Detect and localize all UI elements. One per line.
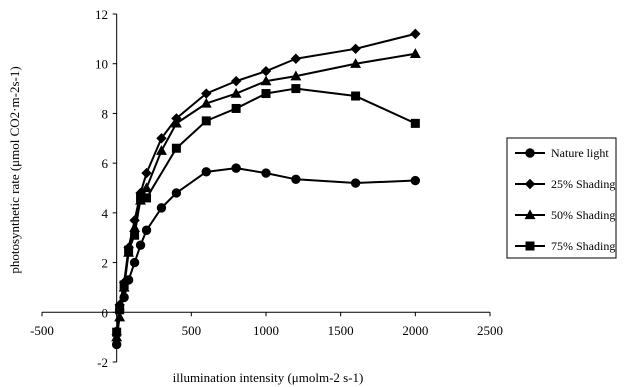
- series-75-shading: [112, 84, 420, 337]
- legend-marker: [525, 148, 535, 158]
- y-tick-label: 8: [102, 106, 109, 121]
- x-tick-label: 500: [182, 323, 202, 338]
- legend-marker: [524, 178, 536, 190]
- data-point: [111, 331, 123, 342]
- data-point: [141, 167, 152, 179]
- data-point: [201, 167, 211, 177]
- x-tick-label: 2000: [402, 323, 428, 338]
- x-tick-label: 1000: [253, 323, 279, 338]
- data-point: [200, 97, 212, 108]
- x-tick-label: 1500: [328, 323, 354, 338]
- legend-label: 25% Shading: [551, 177, 615, 191]
- data-point: [291, 174, 301, 185]
- data-point: [290, 70, 302, 81]
- data-point: [260, 75, 272, 86]
- data-point: [351, 91, 361, 101]
- data-point: [261, 89, 271, 99]
- x-axis-title: illumination intensity (μmolm-2 s-1): [173, 370, 364, 385]
- x-tick-label: -500: [30, 323, 54, 338]
- data-point: [156, 203, 167, 213]
- legend: Nature light 25% Shading 50% Shading 75% Sh…: [506, 137, 617, 259]
- data-point: [230, 87, 242, 98]
- y-tick-label: 10: [95, 57, 108, 72]
- data-point: [171, 188, 182, 198]
- data-point: [260, 65, 272, 77]
- data-point: [115, 305, 125, 315]
- y-axis-title: photosynthetic rate (μmol CO2·m-2s-1): [7, 66, 22, 273]
- y-tick-label: -2: [97, 355, 108, 370]
- data-point: [201, 116, 211, 126]
- legend-item: 75% Shading: [515, 239, 615, 253]
- data-point: [290, 53, 302, 64]
- y-tick-label: 6: [102, 156, 109, 171]
- data-point: [231, 103, 241, 113]
- legend-label: 75% Shading: [551, 239, 615, 253]
- data-point: [130, 230, 140, 240]
- series-layer: [111, 28, 421, 350]
- legend-item: 25% Shading: [515, 177, 615, 191]
- legend-item: 50% Shading: [515, 208, 615, 222]
- data-point: [156, 133, 167, 144]
- data-point: [409, 48, 421, 58]
- legend-label: Nature light: [551, 146, 609, 160]
- data-point: [156, 145, 167, 155]
- data-point: [170, 117, 182, 128]
- x-tick-label: 2500: [477, 323, 503, 338]
- data-point: [350, 58, 362, 68]
- y-tick-label: 4: [102, 206, 109, 221]
- data-point: [410, 175, 421, 186]
- data-point: [124, 245, 134, 255]
- data-point: [410, 118, 420, 128]
- data-point: [171, 143, 181, 153]
- data-point: [350, 178, 361, 188]
- series-nature-light: [111, 163, 421, 350]
- legend-marker: [524, 209, 536, 220]
- series-line: [115, 87, 416, 333]
- data-point: [112, 327, 122, 337]
- legend-box: [506, 137, 617, 259]
- series-line: [115, 167, 416, 345]
- data-point: [111, 339, 122, 350]
- legend-item: Nature light: [515, 146, 609, 160]
- data-point: [141, 225, 152, 235]
- y-tick-label: 0: [102, 305, 109, 320]
- data-point: [291, 84, 301, 94]
- data-point: [410, 28, 421, 40]
- data-point: [135, 240, 146, 250]
- data-point: [142, 193, 152, 203]
- data-point: [350, 43, 361, 55]
- legend-marker: [525, 241, 535, 251]
- data-point: [231, 163, 241, 173]
- y-tick-label: 2: [102, 256, 109, 271]
- data-point: [230, 75, 242, 87]
- data-point: [141, 182, 152, 193]
- data-point: [119, 280, 129, 290]
- y-tick-label: 12: [95, 7, 108, 22]
- legend-label: 50% Shading: [551, 208, 615, 222]
- data-point: [261, 168, 271, 178]
- data-point: [129, 257, 140, 268]
